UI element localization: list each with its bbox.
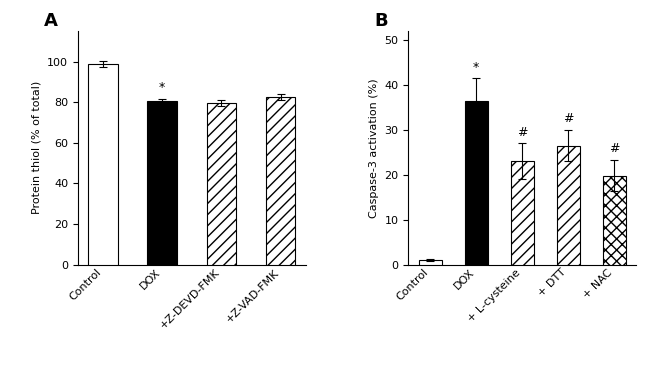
Bar	[603, 176, 626, 265]
Bar	[206, 103, 236, 265]
Y-axis label: Caspase-3 activation (%): Caspase-3 activation (%)	[369, 78, 379, 217]
Text: B: B	[374, 12, 387, 30]
Bar	[147, 101, 177, 265]
Bar	[265, 97, 295, 265]
Text: #: #	[517, 126, 528, 138]
Bar	[557, 145, 580, 265]
Bar	[88, 63, 118, 265]
Text: #: #	[563, 112, 573, 125]
Text: #: #	[609, 142, 619, 155]
Text: *: *	[159, 81, 165, 95]
Text: *: *	[473, 61, 479, 74]
Y-axis label: Protein thiol (% of total): Protein thiol (% of total)	[32, 81, 42, 214]
Bar	[465, 101, 487, 265]
Text: A: A	[43, 12, 58, 30]
Bar	[419, 260, 441, 265]
Bar	[511, 161, 533, 265]
